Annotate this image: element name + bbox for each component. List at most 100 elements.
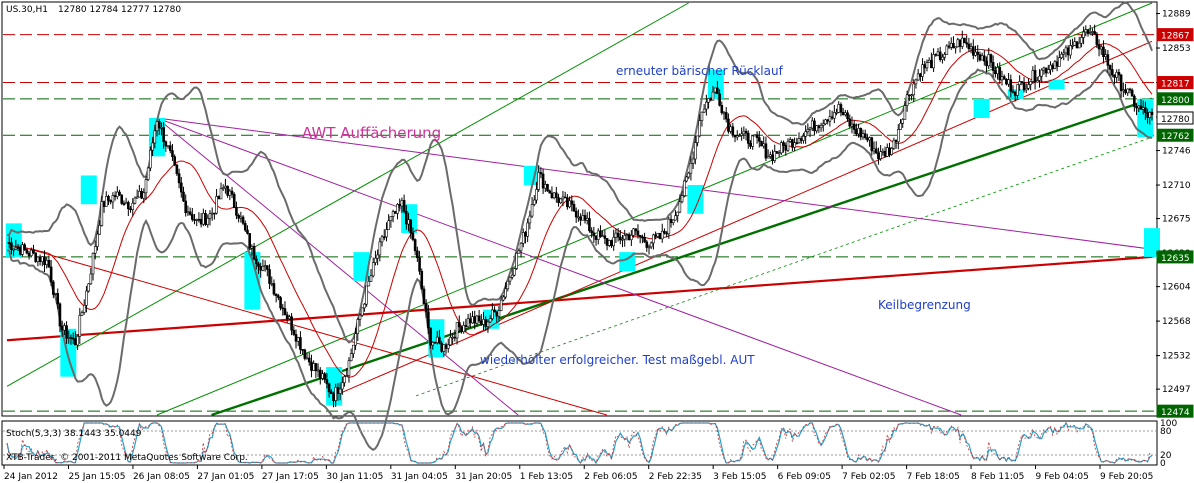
x-tick-label: 7 Feb 18:05 bbox=[907, 472, 960, 482]
candle-body bbox=[685, 176, 688, 182]
candle-body bbox=[332, 393, 335, 401]
candle-body bbox=[358, 314, 362, 320]
candle-body bbox=[665, 232, 668, 235]
candle-body bbox=[976, 51, 980, 55]
candle-body bbox=[58, 303, 62, 327]
candle-body bbox=[135, 196, 139, 199]
candle-body bbox=[69, 337, 73, 339]
candle-body bbox=[49, 266, 53, 283]
candle-body bbox=[958, 39, 962, 47]
candle-body bbox=[896, 129, 900, 143]
x-tick-label: 2 Feb 06:05 bbox=[584, 472, 637, 482]
candle-body bbox=[349, 353, 353, 362]
candle-body bbox=[1011, 90, 1015, 93]
candle-body bbox=[356, 319, 360, 334]
candle-body bbox=[581, 215, 585, 221]
candle-body bbox=[1104, 54, 1107, 57]
candle-body bbox=[462, 325, 465, 333]
candle-body bbox=[630, 235, 633, 241]
candle-body bbox=[387, 220, 390, 230]
candle-body bbox=[1009, 79, 1013, 92]
candle-body bbox=[422, 288, 426, 305]
candle-body bbox=[784, 145, 788, 151]
candle-body bbox=[764, 143, 768, 159]
candle-body bbox=[1141, 107, 1145, 110]
candle-body bbox=[420, 270, 424, 290]
candle-body bbox=[899, 123, 902, 130]
candle-body bbox=[830, 116, 834, 119]
candle-body bbox=[142, 192, 146, 199]
candle-body bbox=[910, 94, 913, 97]
candle-body bbox=[859, 128, 863, 138]
candle-body bbox=[552, 192, 556, 199]
candle-body bbox=[793, 142, 796, 148]
candle-body bbox=[566, 197, 569, 208]
x-tick-label: 27 Jan 17:05 bbox=[262, 472, 319, 482]
candle-body bbox=[347, 360, 351, 376]
candle-body bbox=[23, 244, 26, 250]
candle-body bbox=[546, 184, 549, 192]
candle-body bbox=[821, 123, 825, 126]
highlight-14 bbox=[973, 98, 990, 118]
fan-line-3 bbox=[156, 117, 519, 416]
candle-body bbox=[643, 237, 646, 243]
candle-body bbox=[338, 388, 342, 394]
candle-body bbox=[40, 256, 44, 262]
candle-body bbox=[405, 211, 408, 225]
x-tick-label: 31 Jan 04:05 bbox=[391, 472, 448, 482]
candle-body bbox=[919, 73, 922, 77]
candle-body bbox=[1135, 106, 1138, 109]
candle-body bbox=[248, 233, 251, 249]
candle-body bbox=[658, 232, 662, 240]
candle-body bbox=[325, 379, 329, 385]
level-box-12762 bbox=[1156, 128, 1194, 142]
candle-body bbox=[786, 141, 790, 151]
candle-body bbox=[56, 293, 60, 305]
candle-body bbox=[782, 142, 785, 147]
candle-body bbox=[345, 375, 349, 377]
candle-body bbox=[1069, 45, 1072, 56]
x-tick-label: 1 Feb 13:05 bbox=[520, 472, 573, 482]
candle-body bbox=[288, 316, 291, 320]
candle-body bbox=[296, 337, 300, 342]
candle-body bbox=[724, 112, 728, 120]
candle-body bbox=[866, 137, 869, 141]
candle-body bbox=[45, 260, 49, 265]
candle-body bbox=[952, 43, 955, 49]
candle-body bbox=[354, 333, 357, 346]
candle-body bbox=[671, 219, 675, 223]
candle-body bbox=[601, 235, 604, 238]
candle-body bbox=[863, 133, 867, 138]
candle-body bbox=[290, 316, 293, 331]
candle-body bbox=[636, 230, 640, 236]
candle-body bbox=[956, 39, 960, 48]
candle-body bbox=[217, 196, 221, 200]
candle-body bbox=[563, 196, 567, 199]
level-box-label-12474: 12474 bbox=[1161, 408, 1190, 418]
candle-body bbox=[1016, 84, 1019, 96]
candle-body bbox=[133, 197, 137, 204]
candle-body bbox=[645, 241, 649, 248]
candle-body bbox=[936, 51, 940, 56]
candle-body bbox=[120, 194, 124, 204]
candle-body bbox=[974, 51, 977, 56]
candle-body bbox=[1066, 47, 1070, 56]
candle-body bbox=[835, 111, 838, 114]
candle-body bbox=[111, 195, 115, 203]
x-tick-label: 3 Feb 15:05 bbox=[713, 472, 766, 482]
candle-body bbox=[451, 336, 454, 339]
level-label-boxes: 12867 12817 12800 12780 12762 12635 12474 bbox=[1156, 28, 1194, 418]
candle-body bbox=[272, 283, 276, 295]
level-box-12635 bbox=[1156, 250, 1194, 264]
candle-body bbox=[382, 236, 386, 239]
candle-body bbox=[614, 232, 618, 238]
candle-body bbox=[1082, 31, 1085, 38]
candle-body bbox=[632, 228, 635, 236]
candle-body bbox=[1102, 46, 1105, 57]
candle-body bbox=[1106, 54, 1110, 66]
candle-body bbox=[649, 242, 653, 248]
candle-body bbox=[528, 215, 532, 224]
candle-body bbox=[1144, 107, 1147, 113]
